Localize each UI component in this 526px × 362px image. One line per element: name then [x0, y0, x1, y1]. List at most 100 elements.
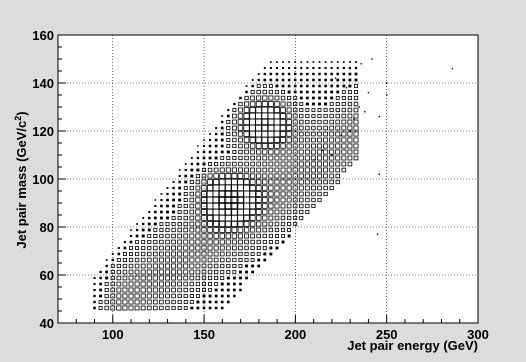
- histogram-bin: [317, 185, 322, 191]
- histogram-bin: [280, 221, 286, 227]
- histogram-bin: [317, 125, 322, 131]
- histogram-bin: [329, 179, 334, 185]
- histogram-bin: [318, 84, 321, 88]
- histogram-bin: [250, 161, 255, 167]
- histogram-bin: [306, 61, 309, 63]
- histogram-bin: [224, 196, 233, 204]
- histogram-bin: [201, 191, 207, 197]
- histogram-bin: [286, 197, 292, 203]
- histogram-bin: [189, 180, 194, 184]
- histogram-bin: [292, 113, 298, 119]
- histogram-bin: [237, 125, 244, 131]
- histogram-bin: [129, 240, 133, 244]
- histogram-bin: [305, 203, 310, 209]
- histogram-bin: [207, 227, 213, 233]
- histogram-bin: [286, 203, 292, 209]
- histogram-bin: [171, 251, 177, 257]
- histogram-bin: [195, 257, 201, 263]
- histogram-bin: [274, 234, 279, 238]
- histogram-bin: [214, 161, 219, 167]
- histogram-bin: [269, 252, 273, 256]
- histogram-bin: [189, 215, 195, 221]
- histogram-bin: [141, 240, 146, 244]
- histogram-bin: [262, 149, 268, 155]
- histogram-bin: [269, 72, 273, 76]
- histogram-bin: [160, 204, 163, 208]
- histogram-bin: [335, 137, 341, 143]
- histogram-bin: [244, 239, 249, 245]
- histogram-bin: [329, 107, 334, 113]
- histogram-bin: [312, 66, 315, 70]
- histogram-bin: [335, 173, 341, 179]
- histogram-bin: [195, 239, 201, 245]
- histogram-bin: [195, 173, 200, 179]
- histogram-bin: [152, 257, 158, 263]
- histogram-bin: [305, 113, 310, 119]
- histogram-bin: [292, 155, 298, 161]
- histogram-bin: [335, 125, 341, 131]
- histogram-bin: [281, 90, 286, 94]
- histogram-bin: [262, 95, 268, 101]
- histogram-bin: [342, 66, 345, 70]
- histogram-bin: [323, 185, 328, 191]
- histogram-bin: [93, 288, 96, 292]
- histogram-bin: [184, 168, 187, 172]
- histogram-bin: [172, 186, 175, 190]
- histogram-bin: [104, 293, 109, 299]
- histogram-bin: [244, 161, 249, 167]
- histogram-bin: [152, 269, 158, 275]
- histogram-bin: [268, 149, 274, 155]
- histogram-bin: [158, 287, 164, 293]
- histogram-bin: [189, 221, 195, 227]
- histogram-bin: [286, 107, 292, 113]
- histogram-bin: [249, 208, 256, 216]
- histogram-bin: [367, 91, 370, 94]
- histogram-bin: [323, 161, 329, 167]
- histogram-bin: [238, 143, 243, 149]
- histogram-bin: [256, 84, 261, 88]
- histogram-bin: [324, 96, 328, 100]
- histogram-bin: [183, 215, 188, 221]
- histogram-bin: [110, 264, 115, 268]
- histogram-bin: [299, 84, 303, 88]
- y-axis-title-sup: 2: [13, 116, 23, 121]
- histogram-bin: [212, 196, 220, 204]
- histogram-bin: [218, 202, 227, 210]
- histogram-bin: [134, 299, 140, 305]
- histogram-bin: [355, 61, 357, 63]
- histogram-bin: [335, 149, 341, 155]
- histogram-bin: [341, 125, 347, 131]
- histogram-bin: [255, 203, 262, 209]
- histogram-bin: [323, 119, 328, 125]
- histogram-bin: [330, 96, 334, 100]
- histogram-bin: [243, 214, 250, 222]
- histogram-bin: [353, 149, 359, 155]
- histogram-bin: [331, 154, 333, 156]
- histogram-bin: [335, 167, 341, 173]
- histogram-bin: [220, 161, 225, 167]
- histogram-bin: [269, 66, 272, 70]
- histogram-bin: [209, 133, 211, 135]
- histogram-bin: [324, 90, 327, 94]
- histogram-bin: [312, 96, 315, 100]
- histogram-bin: [221, 120, 224, 124]
- histogram-bin: [292, 125, 298, 131]
- histogram-bin: [135, 246, 140, 250]
- histogram-bin: [262, 89, 267, 95]
- histogram-bin: [330, 72, 333, 76]
- histogram-bin: [256, 155, 262, 161]
- histogram-bin: [177, 215, 182, 221]
- histogram-bin: [268, 203, 274, 209]
- histogram-bin: [293, 209, 298, 215]
- histogram-bin: [311, 185, 316, 191]
- histogram-bin: [249, 215, 256, 221]
- histogram-bin: [111, 253, 114, 255]
- histogram-bin: [177, 275, 183, 281]
- histogram-bin: [190, 174, 194, 178]
- histogram-bin: [329, 155, 335, 161]
- histogram-bin: [348, 78, 352, 82]
- histogram-bin: [171, 233, 176, 239]
- histogram-bin: [93, 300, 96, 304]
- histogram-bin: [275, 84, 279, 88]
- histogram-bin: [249, 221, 256, 227]
